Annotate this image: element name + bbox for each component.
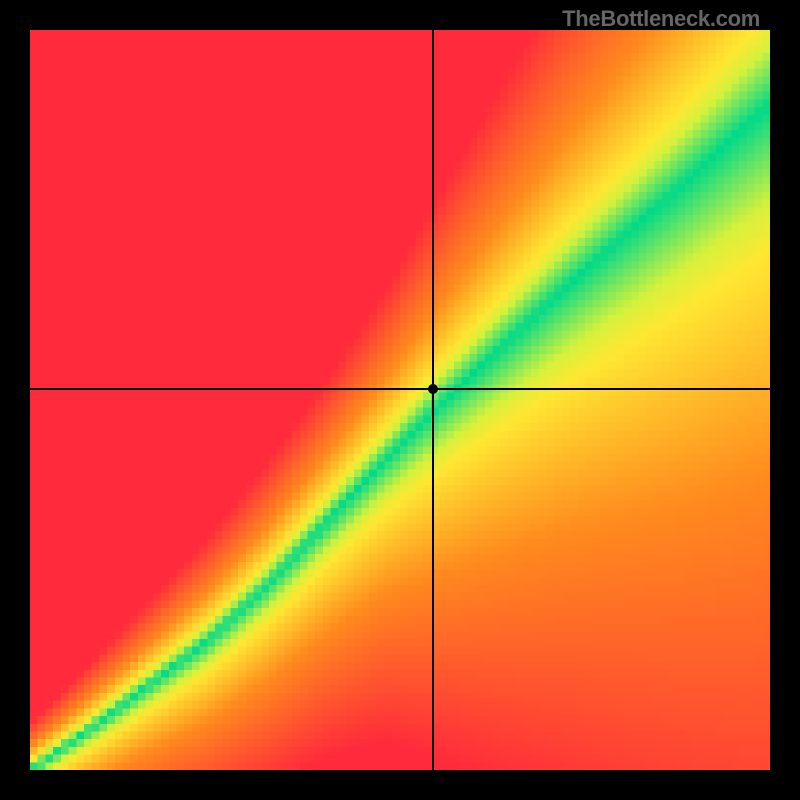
chart-frame [0, 0, 800, 800]
crosshair-horizontal-line [30, 388, 770, 390]
watermark-text: TheBottleneck.com [562, 6, 760, 32]
bottleneck-heatmap [30, 30, 770, 770]
crosshair-vertical-line [432, 30, 434, 770]
